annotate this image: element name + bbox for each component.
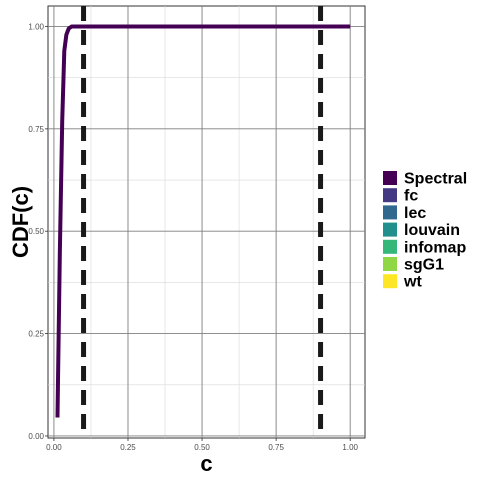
legend-label-wt: wt [403, 274, 422, 291]
x-tick-label: 0.25 [120, 443, 136, 452]
y-axis-title: CDF(c) [8, 186, 33, 258]
legend-label-fc: fc [404, 188, 418, 205]
legend-label-sgg1: sgG1 [404, 257, 444, 274]
y-tick-label: 1.00 [28, 22, 44, 31]
legend-label-infomap: infomap [404, 239, 466, 256]
x-tick-label: 0.50 [194, 443, 210, 452]
legend-label-lec: lec [404, 205, 426, 222]
axis-ticks: 0.00 0.25 0.50 0.75 1.00 0.00 0.25 0.50 0.75 1.00 [28, 22, 358, 452]
y-tick-label: 0.50 [28, 227, 44, 236]
x-axis-title: c [200, 451, 212, 476]
legend-key-sgg1 [383, 257, 397, 271]
series-line-spectral [55, 24, 351, 418]
legend-key-fc [383, 188, 397, 203]
legend-key-infomap [383, 239, 397, 254]
legend-key-spectral [383, 171, 397, 185]
x-tick-label: 1.00 [342, 443, 358, 452]
legend-key-wt [383, 274, 397, 289]
legend-key-louvain [383, 222, 397, 237]
plot-panel [47, 5, 366, 439]
y-tick-label: 0.75 [28, 125, 44, 134]
x-tick-label: 0.75 [268, 443, 284, 452]
x-tick-label: 0.00 [46, 443, 62, 452]
legend-label-louvain: louvain [404, 222, 460, 239]
y-tick-label: 0.25 [28, 330, 44, 339]
panel-border [47, 5, 366, 439]
legend-label-spectral: Spectral [404, 171, 467, 188]
y-tick-label: 0.00 [28, 432, 44, 441]
legend-key-lec [383, 205, 397, 220]
